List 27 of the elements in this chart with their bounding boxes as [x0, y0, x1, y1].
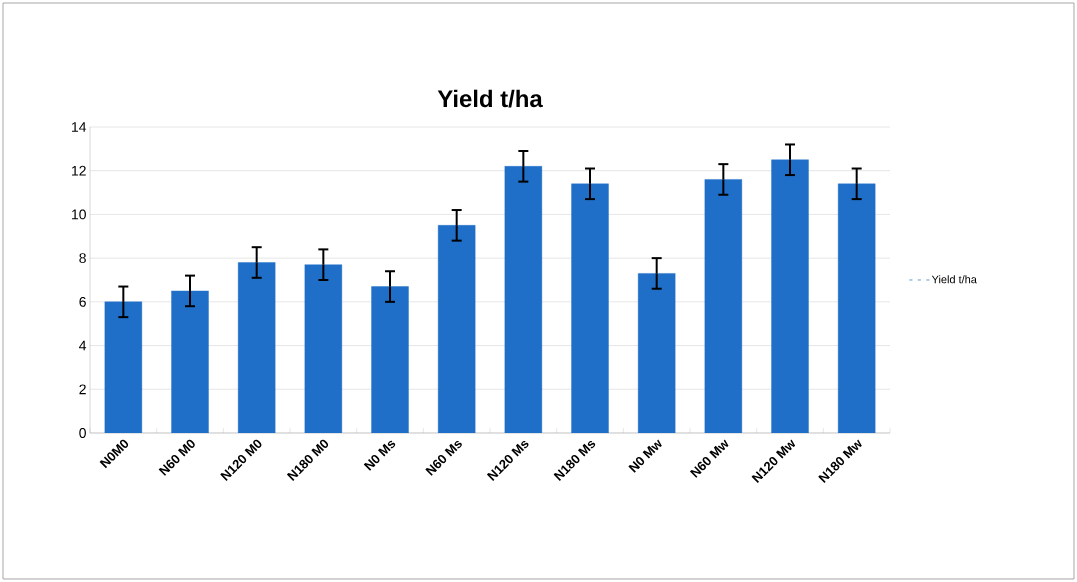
x-tick-label: N60 Mw: [689, 439, 729, 478]
bar: [437, 225, 476, 433]
y-tick-label: 2: [79, 384, 86, 395]
legend-label: Yield t/ha: [931, 275, 977, 284]
y-tick-label: 6: [79, 296, 86, 307]
x-tick-label: N0 Ms: [363, 440, 396, 471]
bar: [504, 166, 543, 433]
y-tick-label: 0: [79, 428, 86, 438]
x-tick-label: N0 Mw: [628, 439, 662, 473]
y-tick-label: 10: [72, 209, 86, 220]
bar: [571, 183, 609, 433]
y-tick-label: 8: [79, 253, 86, 264]
bar: [104, 301, 143, 433]
chart-title: Yield t/ha: [437, 89, 543, 108]
bar: [171, 290, 209, 433]
y-tick-label: 12: [72, 165, 86, 176]
bar: [371, 286, 409, 433]
x-tick-label: N60 Ms: [425, 440, 462, 476]
bar: [237, 262, 276, 433]
bar: [304, 264, 343, 433]
bar: [837, 183, 876, 433]
bar: [771, 159, 809, 433]
bar: [704, 179, 743, 433]
y-tick-label: 4: [79, 340, 87, 351]
y-tick-label: 14: [72, 122, 87, 132]
x-tick-label: N60 M0: [158, 439, 195, 476]
bar: [637, 273, 676, 433]
